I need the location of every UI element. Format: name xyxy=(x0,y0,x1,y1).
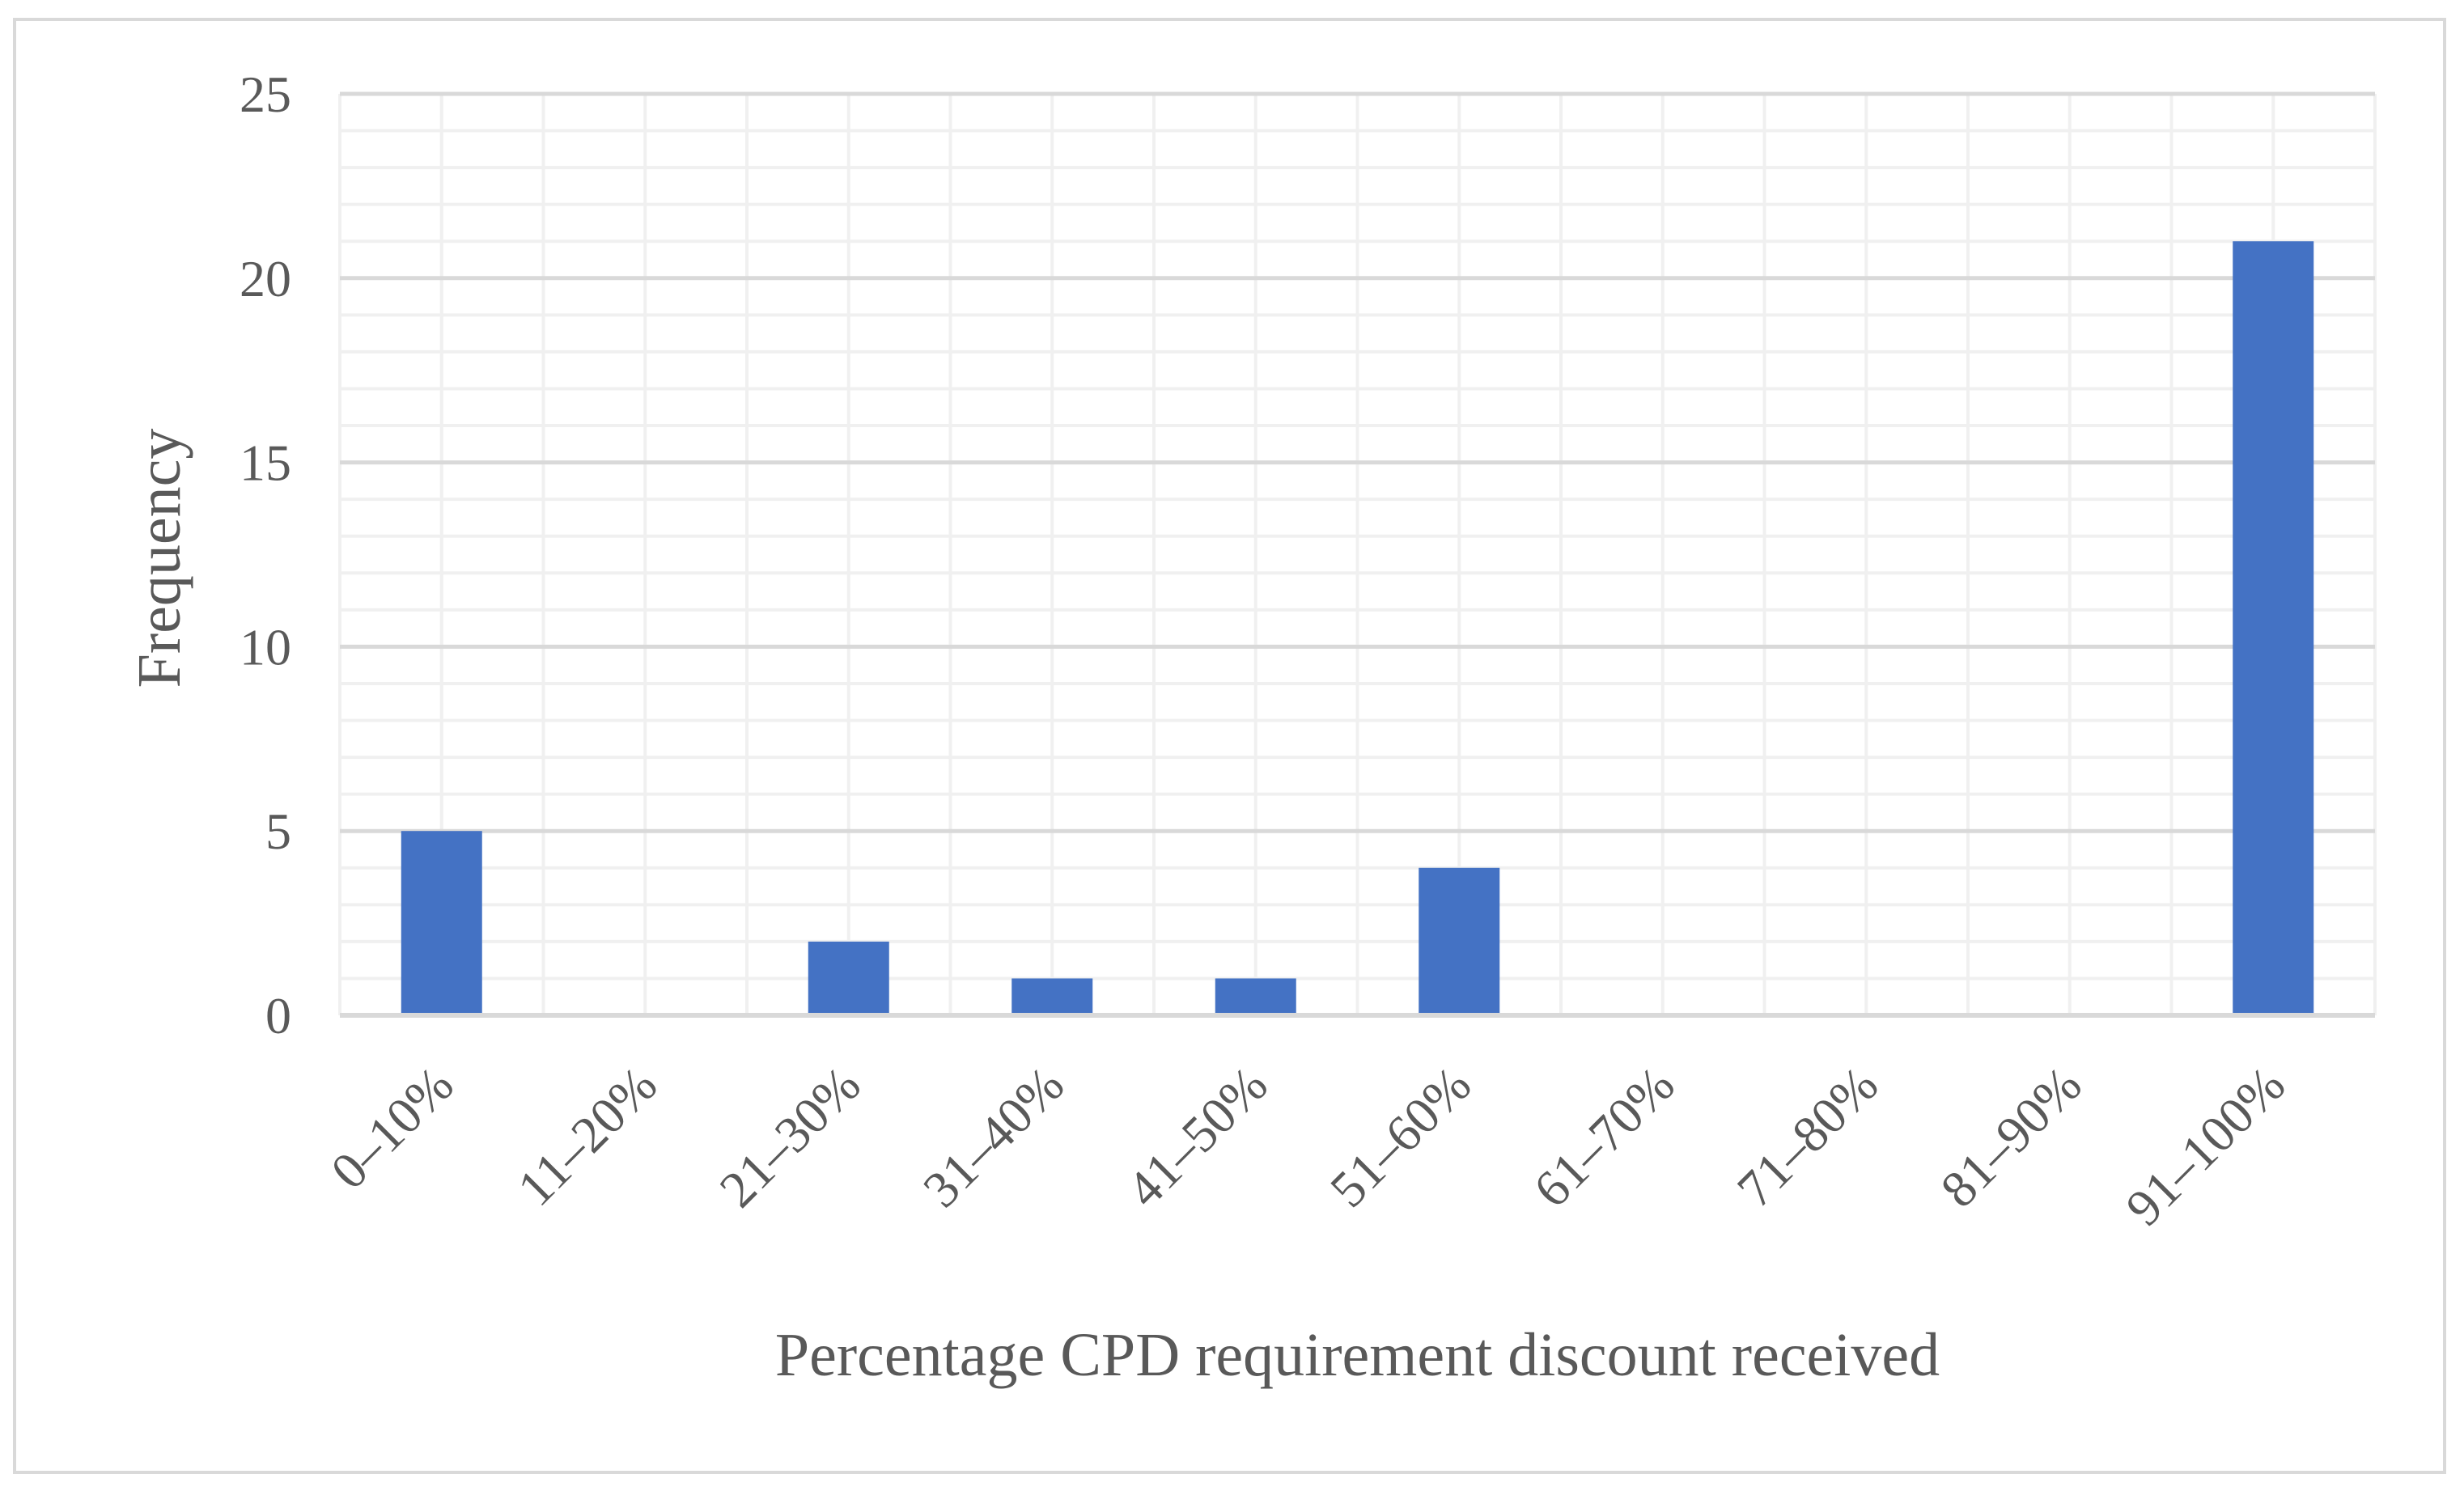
x-tick-label: 11–20% xyxy=(507,1056,668,1217)
x-tick-label: 71–80% xyxy=(1726,1056,1889,1218)
chart-area xyxy=(13,18,2446,1474)
bar-91–100% xyxy=(2233,241,2314,1015)
x-tick-labels: 0–10% 11–20% 21–30% 31–40% 41–50% 51–60% 61–70… xyxy=(320,1056,2296,1237)
x-tick-label: 81–90% xyxy=(1930,1056,2093,1218)
x-tick-label: 61–70% xyxy=(1523,1056,1686,1218)
x-tick-label: 41–50% xyxy=(1116,1056,1279,1218)
minor-gridlines xyxy=(338,94,2377,1015)
bars xyxy=(401,241,2314,1015)
bar-31–40% xyxy=(1011,978,1093,1015)
x-tick-label: 91–100% xyxy=(2114,1056,2296,1237)
y-tick-label: 5 xyxy=(265,803,291,860)
y-tick-label: 25 xyxy=(240,66,291,123)
y-tick-label: 15 xyxy=(240,434,291,492)
y-tick-label: 20 xyxy=(240,250,291,307)
y-tick-labels: 0 5 10 15 20 25 xyxy=(240,66,291,1044)
x-tick-label: 31–40% xyxy=(912,1056,1075,1218)
y-tick-label: 10 xyxy=(240,618,291,676)
y-tick-label: 0 xyxy=(265,987,291,1044)
y-axis-title: Frequency xyxy=(125,429,193,688)
x-axis-title: Percentage CPD requirement discount rece… xyxy=(775,1321,1940,1389)
x-tick-label: 0–10% xyxy=(320,1056,464,1200)
x-tick-label: 21–30% xyxy=(709,1056,872,1218)
major-gridlines xyxy=(340,91,2375,833)
bar-21–30% xyxy=(808,941,889,1015)
bar-0–10% xyxy=(401,831,482,1015)
bar-41–50% xyxy=(1215,978,1296,1015)
x-tick-label: 51–60% xyxy=(1319,1056,1482,1218)
bar-51–60% xyxy=(1419,867,1500,1015)
